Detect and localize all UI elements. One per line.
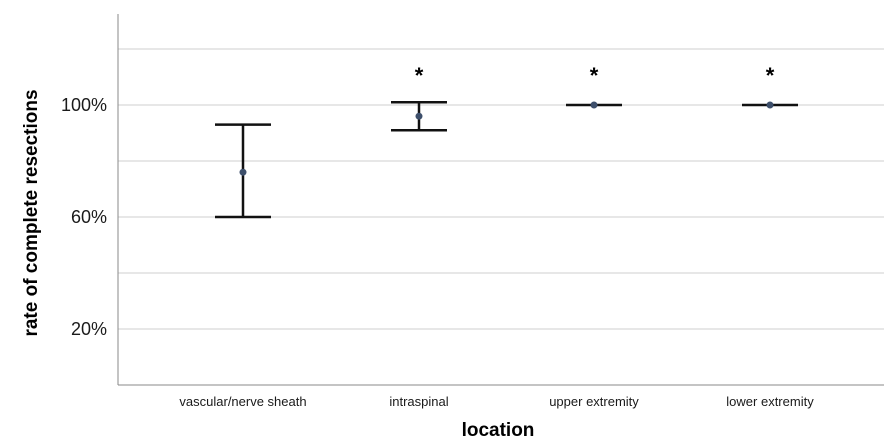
error-bars xyxy=(215,100,798,219)
significance-marks: * * * xyxy=(415,63,775,88)
error-bar-group xyxy=(391,100,447,132)
mean-point xyxy=(590,101,598,109)
mean-point xyxy=(239,168,247,176)
y-tick-labels: 20% 60% 100% xyxy=(61,95,107,339)
significance-asterisk: * xyxy=(766,63,775,88)
y-tick-label: 60% xyxy=(71,207,107,227)
x-tick-labels: vascular/nerve sheath intraspinal upper ex… xyxy=(179,394,814,409)
mean-point xyxy=(766,101,774,109)
x-tick-label: intraspinal xyxy=(389,394,448,409)
error-bar-group xyxy=(215,123,271,219)
y-axis-title: rate of complete resections xyxy=(21,89,42,336)
x-tick-label: lower extremity xyxy=(726,394,814,409)
y-tick-label: 20% xyxy=(71,319,107,339)
x-tick-label: vascular/nerve sheath xyxy=(179,394,306,409)
mean-point xyxy=(415,112,423,120)
x-axis-title: location xyxy=(462,420,535,441)
y-tick-label: 100% xyxy=(61,95,107,115)
error-bar-group xyxy=(742,101,798,109)
significance-asterisk: * xyxy=(590,63,599,88)
significance-asterisk: * xyxy=(415,63,424,88)
error-bar-group xyxy=(566,101,622,109)
x-tick-label: upper extremity xyxy=(549,394,639,409)
grid-lines xyxy=(118,48,884,330)
